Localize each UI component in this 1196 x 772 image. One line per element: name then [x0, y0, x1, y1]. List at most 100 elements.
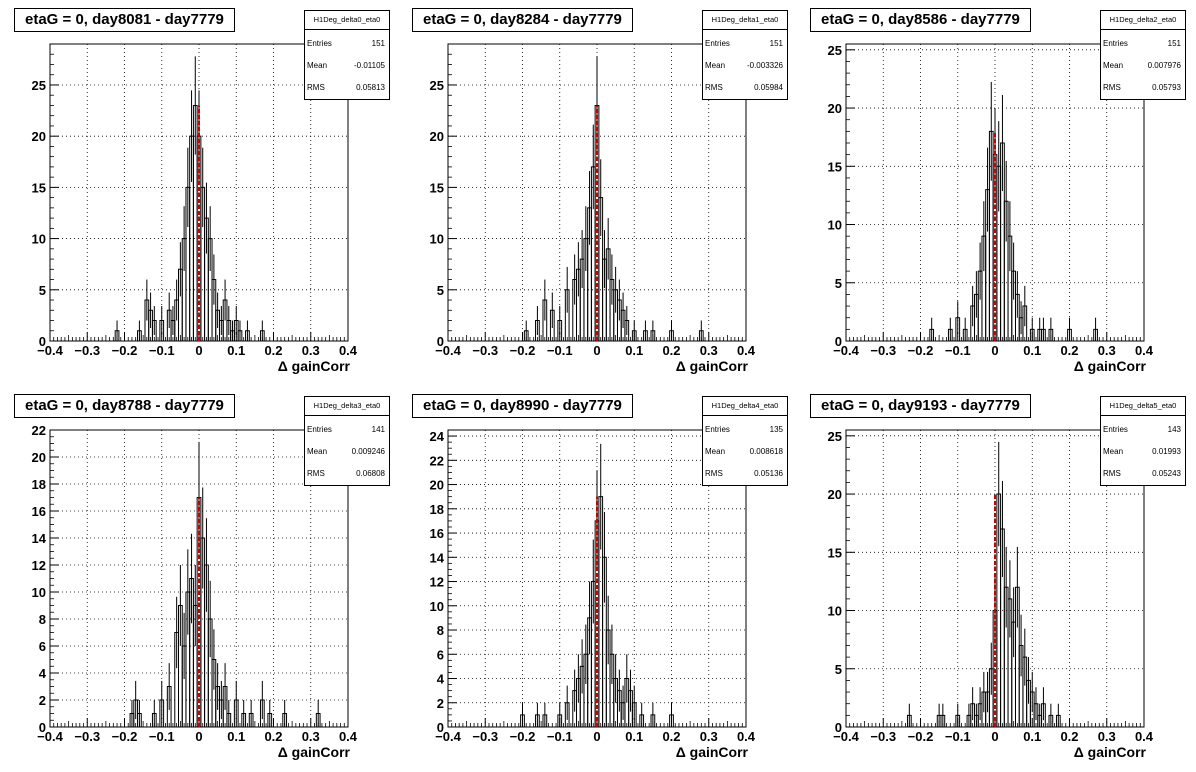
x-axis-label: Δ gainCorr — [1073, 358, 1146, 374]
rms-label: RMS — [705, 83, 723, 92]
stats-mean-row: Mean 0.008618 — [705, 447, 783, 459]
y-tick-label: 0 — [437, 720, 444, 735]
x-tick-label: 0.4 — [1135, 729, 1154, 744]
y-tick-label: 10 — [32, 585, 46, 600]
x-tick-label: 0.2 — [662, 729, 680, 744]
histogram-plot: −0.4 −0.3 −0.2 −0.1 0 0.1 0.2 0.3 0.4 0 5 10 15 20 25 — [32, 43, 358, 358]
mean-label: Mean — [1103, 447, 1124, 456]
x-tick-label: −0.1 — [149, 729, 175, 744]
x-tick-label: 0.1 — [1023, 343, 1041, 358]
stats-entries-row: Entries 135 — [705, 425, 783, 437]
histogram-plot: −0.4 −0.3 −0.2 −0.1 0 0.1 0.2 0.3 0.4 0 2 4 6 8 10 12 14… — [32, 423, 358, 744]
y-tick-label: 10 — [828, 604, 842, 619]
x-tick-label: −0.1 — [945, 343, 971, 358]
x-tick-label: −0.4 — [435, 729, 461, 744]
mean-value: -0.01105 — [354, 61, 385, 70]
plot-title: etaG = 0, day8788 - day7779 — [14, 394, 235, 418]
x-tick-label: −0.3 — [74, 343, 100, 358]
y-tick-label: 5 — [39, 283, 46, 298]
stats-rms-row: RMS 0.05243 — [1103, 469, 1181, 481]
y-tick-label: 22 — [32, 423, 46, 438]
y-tick-label: 18 — [430, 502, 444, 517]
y-tick-label: 10 — [430, 232, 444, 247]
x-tick-label: 0.2 — [264, 343, 282, 358]
histogram-panel: −0.4 −0.3 −0.2 −0.1 0 0.1 0.2 0.3 0.4 0 2 4 6 8 10 12 14… — [0, 386, 398, 772]
y-tick-label: 20 — [828, 487, 842, 502]
stats-rms-row: RMS 0.05813 — [307, 83, 385, 95]
stats-rms-row: RMS 0.05984 — [705, 83, 783, 95]
y-tick-label: 15 — [828, 545, 842, 560]
rms-value: 0.05984 — [754, 83, 783, 92]
y-tick-label: 24 — [430, 429, 445, 444]
x-tick-label: 0.3 — [700, 729, 718, 744]
y-tick-label: 2 — [437, 696, 444, 711]
x-tick-label: −0.3 — [74, 729, 100, 744]
stats-name: H1Deg_delta2_eta0 — [1101, 11, 1185, 30]
mean-value: 0.01993 — [1152, 447, 1181, 456]
y-tick-label: 0 — [835, 334, 842, 349]
y-tick-label: 0 — [437, 334, 444, 349]
rms-value: 0.05243 — [1152, 469, 1181, 478]
x-tick-label: 0 — [991, 343, 998, 358]
x-tick-label: −0.4 — [37, 729, 63, 744]
x-tick-label: −0.1 — [547, 729, 573, 744]
x-tick-label: 0.1 — [625, 343, 643, 358]
stats-box: H1Deg_delta0_eta0 Entries 151 Mean -0.0110… — [304, 10, 390, 100]
stats-name: H1Deg_delta3_eta0 — [305, 397, 389, 416]
histogram-panel: −0.4 −0.3 −0.2 −0.1 0 0.1 0.2 0.3 0.4 0 5 10 15 20 25 … — [0, 0, 398, 386]
x-axis-label: Δ gainCorr — [1073, 744, 1146, 760]
y-tick-label: 0 — [39, 720, 46, 735]
stats-mean-row: Mean 0.01993 — [1103, 447, 1181, 459]
rms-label: RMS — [307, 83, 325, 92]
stats-mean-row: Mean -0.01105 — [307, 61, 385, 73]
x-tick-label: 0.1 — [227, 343, 245, 358]
x-tick-label: −0.3 — [472, 729, 498, 744]
y-tick-label: 10 — [430, 599, 444, 614]
entries-value: 143 — [1167, 425, 1181, 434]
histogram-plot: −0.4 −0.3 −0.2 −0.1 0 0.1 0.2 0.3 0.4 0 5 10 15 20 25 — [828, 43, 1154, 358]
stats-mean-row: Mean -0.003326 — [705, 61, 783, 73]
y-tick-label: 25 — [828, 429, 842, 444]
rms-value: 0.05813 — [356, 83, 385, 92]
y-tick-label: 10 — [828, 218, 842, 233]
histogram-panel: −0.4 −0.3 −0.2 −0.1 0 0.1 0.2 0.3 0.4 0 5 10 15 20 25 … — [796, 0, 1194, 386]
x-tick-label: 0.2 — [1060, 729, 1078, 744]
histogram-plot: −0.4 −0.3 −0.2 −0.1 0 0.1 0.2 0.3 0.4 0 5 10 15 20 25 — [828, 429, 1154, 744]
entries-value: 151 — [371, 39, 385, 48]
x-tick-label: 0.4 — [339, 343, 358, 358]
stats-rms-row: RMS 0.06808 — [307, 469, 385, 481]
x-tick-label: −0.4 — [833, 343, 859, 358]
rms-value: 0.05136 — [754, 469, 783, 478]
x-tick-label: −0.1 — [547, 343, 573, 358]
mean-value: 0.009246 — [351, 447, 385, 456]
stats-box: H1Deg_delta1_eta0 Entries 151 Mean -0.0033… — [702, 10, 788, 100]
y-tick-label: 22 — [430, 453, 444, 468]
y-tick-label: 16 — [32, 504, 46, 519]
y-tick-label: 18 — [32, 477, 46, 492]
y-tick-label: 14 — [430, 550, 445, 565]
y-tick-label: 25 — [430, 78, 444, 93]
entries-label: Entries — [307, 39, 332, 48]
x-tick-label: 0.3 — [302, 729, 320, 744]
stats-name: H1Deg_delta0_eta0 — [305, 11, 389, 30]
mean-value: 0.008618 — [749, 447, 783, 456]
y-tick-label: 12 — [32, 558, 46, 573]
y-tick-label: 8 — [39, 612, 46, 627]
y-tick-label: 0 — [835, 720, 842, 735]
x-axis-label: Δ gainCorr — [277, 358, 350, 374]
stats-box: H1Deg_delta5_eta0 Entries 143 Mean 0.01993… — [1100, 396, 1186, 486]
x-tick-label: 0.2 — [1060, 343, 1078, 358]
x-tick-label: −0.2 — [112, 729, 138, 744]
x-tick-label: 0.2 — [264, 729, 282, 744]
y-tick-label: 14 — [32, 531, 47, 546]
x-tick-label: 0.3 — [1098, 729, 1116, 744]
stats-entries-row: Entries 151 — [1103, 39, 1181, 51]
y-tick-label: 25 — [828, 43, 842, 58]
y-tick-label: 6 — [437, 647, 444, 662]
y-tick-label: 8 — [437, 623, 444, 638]
x-tick-label: 0 — [593, 343, 600, 358]
x-tick-label: 0 — [991, 729, 998, 744]
y-tick-label: 10 — [32, 232, 46, 247]
y-tick-label: 15 — [32, 180, 46, 195]
